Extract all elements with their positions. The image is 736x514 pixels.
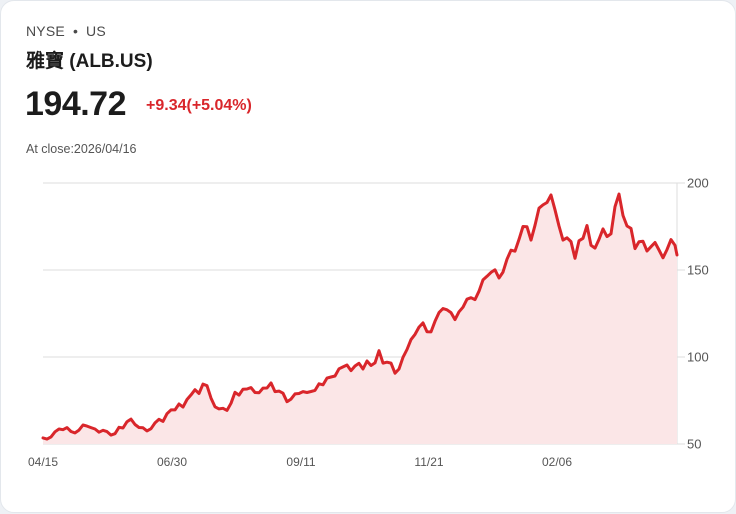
y-tick-label: 100 — [687, 350, 709, 365]
x-tick-label: 06/30 — [157, 455, 187, 469]
y-tick-label: 200 — [687, 176, 709, 191]
x-tick-label: 11/21 — [414, 455, 443, 469]
close-date: At close:2026/04/16 — [26, 142, 137, 156]
market-name: US — [86, 23, 106, 39]
y-tick-label: 50 — [687, 437, 701, 452]
separator-dot: • — [72, 23, 79, 39]
price-line — [41, 192, 679, 441]
exchange-name: NYSE — [26, 23, 65, 39]
y-tick-label: 150 — [687, 263, 709, 278]
current-price: 194.72 — [25, 85, 127, 123]
price-area — [43, 194, 677, 444]
exchange-line: NYSE • US — [26, 23, 106, 39]
x-tick-label: 02/06 — [542, 455, 572, 469]
y-axis-labels: 50 100 150 200 — [687, 176, 709, 452]
x-axis-labels: 04/15 06/30 09/11 11/21 02/06 — [28, 455, 572, 469]
x-tick-label: 04/15 — [28, 455, 58, 469]
x-tick-label: 09/11 — [286, 455, 315, 469]
price-change: +9.34(+5.04%) — [146, 97, 252, 114]
stock-title: 雅寶 (ALB.US) — [26, 51, 153, 72]
